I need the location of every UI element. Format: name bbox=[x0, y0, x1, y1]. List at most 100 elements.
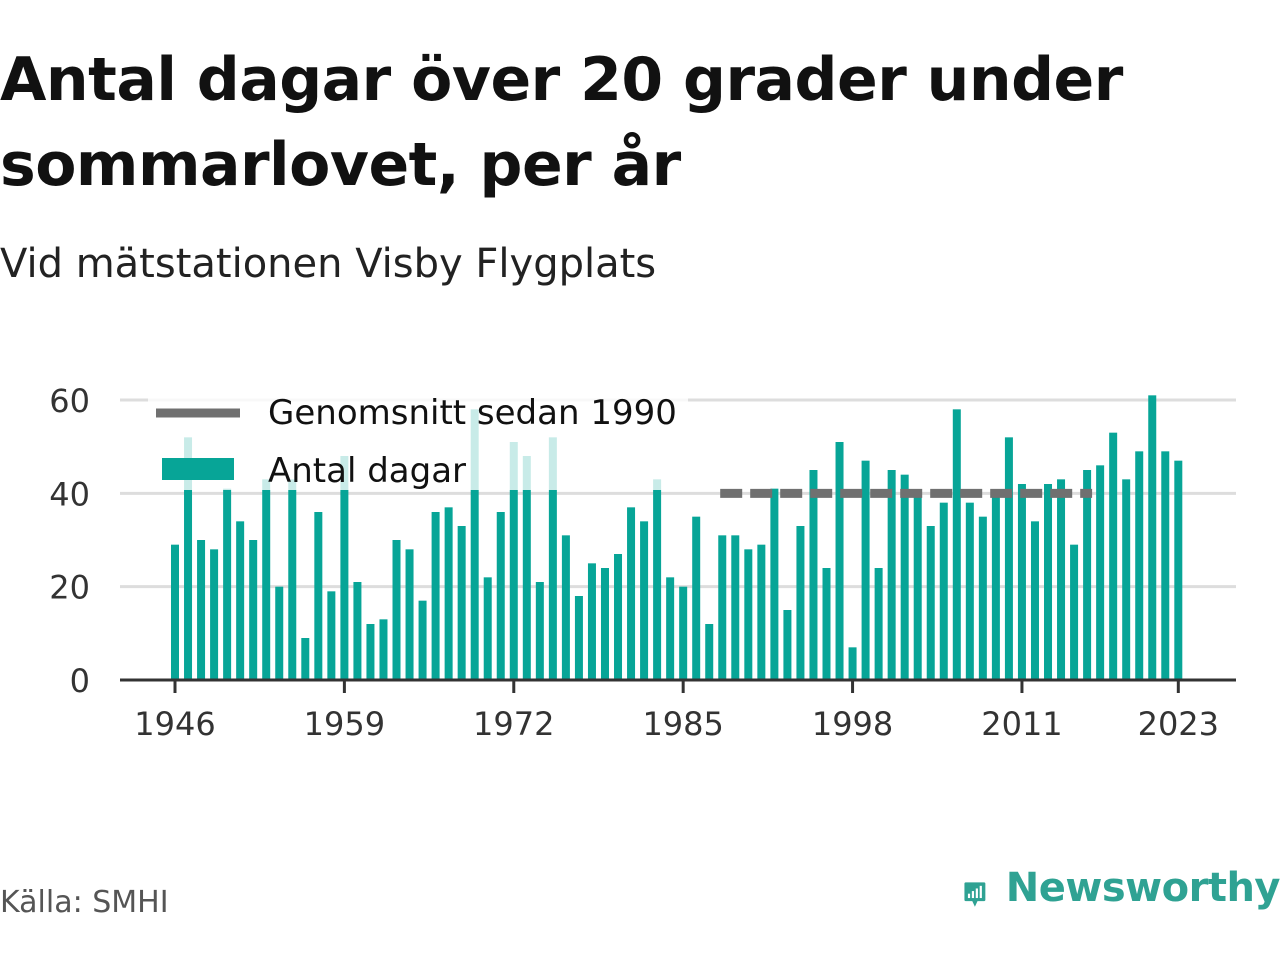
bar bbox=[614, 554, 623, 680]
bar bbox=[236, 521, 245, 680]
bar bbox=[809, 470, 818, 680]
bar bbox=[1148, 395, 1157, 680]
bar bbox=[340, 456, 349, 680]
bar bbox=[184, 437, 193, 680]
bar bbox=[327, 591, 336, 680]
chart-title: Antal dagar över 20 grader under sommarl… bbox=[0, 45, 1123, 200]
brand-name: Newsworthy bbox=[1005, 865, 1280, 911]
x-tick-label: 1985 bbox=[642, 705, 723, 743]
bar bbox=[835, 442, 844, 680]
bar bbox=[392, 540, 401, 680]
bar bbox=[561, 535, 570, 680]
bar bbox=[692, 516, 701, 680]
bar bbox=[600, 568, 609, 680]
bar bbox=[965, 502, 974, 680]
bar bbox=[288, 479, 297, 680]
bar bbox=[314, 512, 323, 680]
y-tick-label: 60 bbox=[49, 382, 90, 420]
bar bbox=[275, 586, 284, 680]
bar bbox=[496, 512, 505, 680]
bar bbox=[1135, 451, 1144, 680]
bar bbox=[574, 596, 583, 680]
chart-subtitle: Vid mätstationen Visby Flygplats bbox=[0, 241, 657, 287]
bar bbox=[197, 540, 206, 680]
bar bbox=[1161, 451, 1170, 680]
bar bbox=[366, 624, 375, 680]
bar bbox=[640, 521, 649, 680]
bar bbox=[444, 507, 453, 680]
bar bbox=[770, 488, 779, 680]
bar bbox=[900, 474, 909, 680]
source-note: Källa: SMHI bbox=[0, 885, 169, 920]
bar bbox=[991, 493, 1000, 680]
bar bbox=[587, 563, 596, 680]
legend-label-bars: Antal dagar bbox=[268, 451, 466, 491]
bar bbox=[926, 526, 935, 680]
bar bbox=[171, 544, 179, 680]
bars bbox=[171, 395, 1183, 680]
bar bbox=[679, 586, 688, 680]
bar bbox=[210, 549, 219, 680]
x-tick-label: 1946 bbox=[134, 705, 215, 743]
bar bbox=[939, 502, 948, 680]
bar bbox=[405, 549, 414, 680]
legend-key-bars bbox=[162, 458, 234, 480]
bar bbox=[1004, 437, 1013, 680]
bar bbox=[705, 624, 714, 680]
bar bbox=[470, 409, 479, 680]
bar bbox=[952, 409, 961, 680]
bar bbox=[913, 493, 922, 680]
bar bbox=[522, 456, 531, 680]
bar bbox=[1109, 432, 1118, 680]
y-tick-label: 40 bbox=[49, 475, 90, 513]
bar bbox=[431, 512, 440, 680]
legend: Genomsnitt sedan 1990 Antal dagar bbox=[148, 390, 688, 491]
bar bbox=[457, 526, 466, 680]
bar bbox=[822, 568, 831, 680]
bar bbox=[653, 479, 662, 680]
bar bbox=[978, 516, 987, 680]
bar bbox=[301, 638, 310, 680]
bar bbox=[1174, 460, 1183, 680]
legend-key-background bbox=[148, 390, 688, 490]
bar bbox=[1083, 470, 1092, 680]
bar bbox=[548, 437, 557, 680]
bar bbox=[1030, 521, 1039, 680]
x-tick-label: 1972 bbox=[473, 705, 554, 743]
newsworthy-logo[interactable]: Newsworthy bbox=[964, 864, 1280, 928]
bar-chart: Genomsnitt sedan 1990 Antal dagar 0 20 40 6… bbox=[49, 382, 1236, 743]
bar bbox=[418, 600, 427, 680]
bar bbox=[1096, 465, 1105, 680]
axes: 0 20 40 60 1946 1959 1972 1985 1998 2011 2023 bbox=[49, 382, 1236, 743]
bar bbox=[509, 442, 518, 680]
bar bbox=[1017, 484, 1026, 680]
bar bbox=[1122, 479, 1131, 680]
bar bbox=[353, 582, 362, 680]
y-tick-label: 20 bbox=[49, 569, 90, 607]
bar bbox=[848, 647, 857, 680]
chart-bubble-icon bbox=[964, 882, 986, 907]
bar bbox=[627, 507, 636, 680]
bar bbox=[262, 479, 271, 680]
bar bbox=[731, 535, 740, 680]
bar bbox=[535, 582, 544, 680]
bar bbox=[757, 544, 766, 680]
x-tick-label: 2023 bbox=[1138, 705, 1219, 743]
bar bbox=[744, 549, 753, 680]
bar bbox=[874, 568, 883, 680]
x-tick-label: 1998 bbox=[812, 705, 893, 743]
bar bbox=[379, 619, 388, 680]
bar bbox=[1044, 484, 1053, 680]
bar bbox=[1057, 479, 1066, 680]
bar bbox=[666, 577, 675, 680]
x-tick-label: 1959 bbox=[304, 705, 385, 743]
bar bbox=[718, 535, 727, 680]
bar bbox=[1070, 544, 1079, 680]
y-tick-label: 0 bbox=[70, 662, 90, 700]
bar bbox=[483, 577, 492, 680]
legend-label-average: Genomsnitt sedan 1990 bbox=[268, 393, 677, 433]
bar bbox=[783, 610, 792, 680]
x-tick-label: 2011 bbox=[981, 705, 1062, 743]
bar bbox=[796, 526, 805, 680]
bar bbox=[861, 460, 870, 680]
